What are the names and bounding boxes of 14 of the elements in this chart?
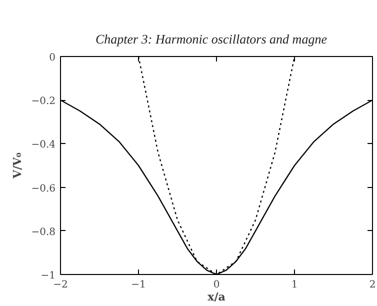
x-tick-label: 0 bbox=[213, 280, 220, 290]
x-tick-label: 2 bbox=[369, 280, 376, 290]
y-tick-label: −1 bbox=[40, 270, 56, 282]
y-tick-label: 0 bbox=[49, 52, 56, 64]
x-tick-label: 1 bbox=[291, 280, 298, 290]
text: Chapter 3: Harmonic oscillators and magne bbox=[96, 32, 328, 46]
x-tick-label: −2 bbox=[53, 280, 68, 290]
y-tick-label: −0.8 bbox=[31, 226, 56, 238]
x-tick-label: −1 bbox=[131, 280, 146, 290]
y-axis-title: V/V₀ bbox=[11, 152, 24, 180]
y-tick-label: −0.4 bbox=[31, 140, 56, 151]
x-axis-title: x/a bbox=[208, 290, 226, 304]
y-tick-label: −0.2 bbox=[31, 96, 56, 108]
y-tick-label: −0.6 bbox=[31, 183, 56, 194]
